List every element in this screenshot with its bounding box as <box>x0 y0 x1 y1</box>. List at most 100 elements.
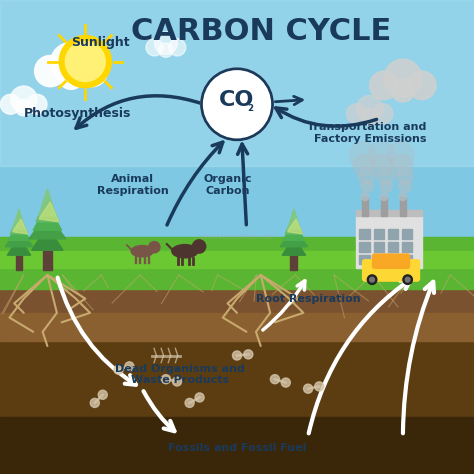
Circle shape <box>356 96 383 122</box>
Circle shape <box>185 398 194 408</box>
Ellipse shape <box>172 245 198 258</box>
Circle shape <box>244 350 253 359</box>
Polygon shape <box>39 202 59 222</box>
Circle shape <box>58 63 84 89</box>
Polygon shape <box>36 195 59 222</box>
Circle shape <box>373 104 393 124</box>
Text: Dead Organisms and
Waste Products: Dead Organisms and Waste Products <box>115 364 245 385</box>
Text: Root Respiration: Root Respiration <box>256 293 360 304</box>
Bar <box>0 0 474 275</box>
Circle shape <box>232 351 242 360</box>
Circle shape <box>281 378 291 387</box>
Text: Photosynthesis: Photosynthesis <box>24 107 131 120</box>
Circle shape <box>399 180 411 192</box>
Circle shape <box>367 275 377 284</box>
Circle shape <box>391 155 413 176</box>
Circle shape <box>380 180 392 192</box>
Polygon shape <box>13 219 27 234</box>
Bar <box>400 197 406 216</box>
Circle shape <box>384 59 422 97</box>
Bar <box>374 242 384 252</box>
Circle shape <box>270 374 280 384</box>
Circle shape <box>349 142 376 168</box>
Polygon shape <box>9 221 30 240</box>
Circle shape <box>387 142 414 168</box>
Text: www.VectorMine.com: www.VectorMine.com <box>200 234 274 240</box>
Circle shape <box>403 275 412 284</box>
Circle shape <box>161 374 171 384</box>
Circle shape <box>114 365 123 374</box>
Circle shape <box>146 39 163 56</box>
Text: Sunlight: Sunlight <box>71 36 130 49</box>
Text: Animal
Respiration: Animal Respiration <box>97 174 169 196</box>
Bar <box>291 249 297 270</box>
Circle shape <box>303 384 313 393</box>
Bar <box>388 229 398 239</box>
Circle shape <box>0 94 20 114</box>
Bar <box>402 255 412 264</box>
Polygon shape <box>285 214 302 234</box>
Text: Fossils and Fossil Fuel: Fossils and Fossil Fuel <box>168 443 306 453</box>
Circle shape <box>59 36 111 88</box>
Text: CO: CO <box>219 90 255 109</box>
Polygon shape <box>287 219 302 234</box>
Bar <box>359 229 370 239</box>
Text: Organic
Carbon: Organic Carbon <box>203 174 252 196</box>
Circle shape <box>159 43 173 57</box>
Bar <box>359 242 370 252</box>
Circle shape <box>35 55 66 87</box>
Bar <box>0 0 474 166</box>
Circle shape <box>353 155 375 176</box>
Bar <box>381 197 387 216</box>
Polygon shape <box>29 214 66 239</box>
Circle shape <box>361 180 374 192</box>
Circle shape <box>50 43 92 84</box>
Bar <box>374 229 384 239</box>
Circle shape <box>155 32 177 55</box>
Circle shape <box>372 155 394 176</box>
Bar <box>0 313 474 341</box>
Circle shape <box>361 109 378 126</box>
Polygon shape <box>280 228 308 246</box>
Circle shape <box>173 377 182 386</box>
Circle shape <box>169 39 186 56</box>
Circle shape <box>358 167 375 184</box>
Bar <box>0 261 474 474</box>
Bar <box>362 197 368 216</box>
FancyBboxPatch shape <box>0 237 474 289</box>
Circle shape <box>377 167 394 184</box>
Circle shape <box>195 393 204 402</box>
Circle shape <box>16 99 32 116</box>
Bar <box>16 249 22 270</box>
Bar <box>356 216 422 268</box>
Circle shape <box>399 193 407 201</box>
Polygon shape <box>7 237 31 255</box>
Text: CARBON CYCLE: CARBON CYCLE <box>130 17 391 46</box>
Bar <box>356 210 422 216</box>
Polygon shape <box>5 228 33 246</box>
FancyBboxPatch shape <box>373 254 410 268</box>
Circle shape <box>10 86 37 112</box>
Bar <box>402 229 412 239</box>
Bar <box>374 255 384 264</box>
Circle shape <box>65 42 105 82</box>
Circle shape <box>192 240 206 253</box>
Circle shape <box>370 71 398 100</box>
Circle shape <box>405 277 410 282</box>
Circle shape <box>90 398 100 408</box>
Polygon shape <box>287 209 301 230</box>
Circle shape <box>408 71 436 100</box>
Bar <box>388 242 398 252</box>
Text: Transportation and
Factory Emissions: Transportation and Factory Emissions <box>307 122 427 144</box>
Circle shape <box>315 382 324 391</box>
Circle shape <box>361 193 369 201</box>
Circle shape <box>391 78 415 102</box>
Circle shape <box>370 277 374 282</box>
Circle shape <box>125 362 134 371</box>
Polygon shape <box>282 237 306 255</box>
Bar <box>388 255 398 264</box>
Circle shape <box>368 142 395 168</box>
Circle shape <box>396 167 413 184</box>
Bar <box>0 417 474 474</box>
Bar <box>359 255 370 264</box>
